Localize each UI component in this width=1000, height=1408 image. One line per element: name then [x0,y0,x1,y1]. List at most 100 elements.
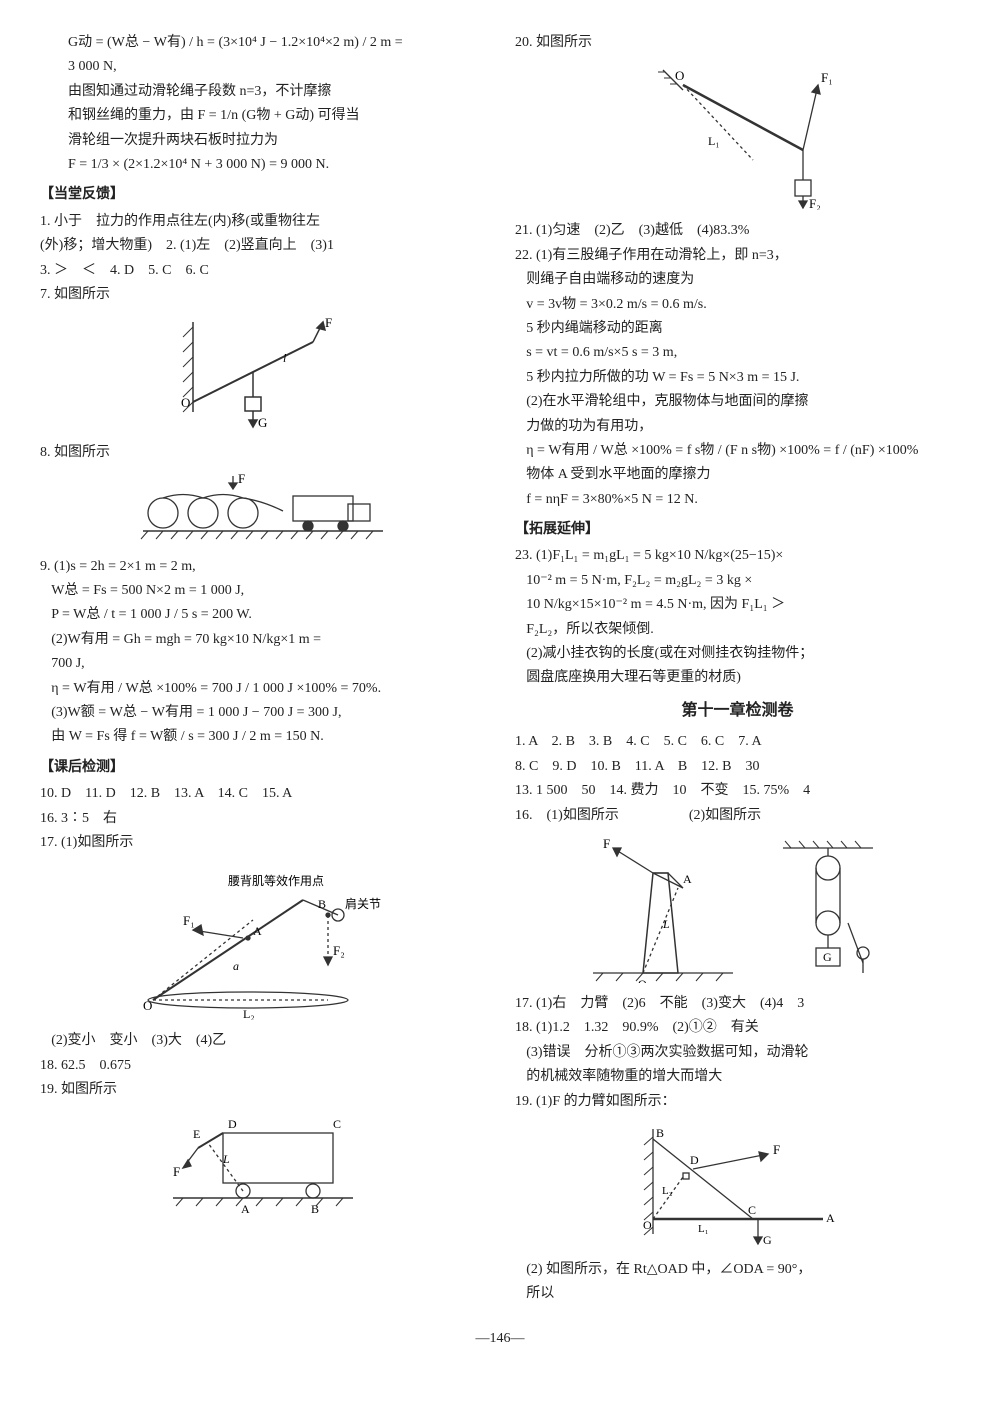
q22-line: 力做的功为有用功， [515,416,960,438]
svg-text:A: A [826,1211,835,1225]
svg-text:O: O [638,977,647,983]
svg-text:F: F [603,836,610,851]
q9-line: η = W有用 / W总 ×100% = 700 J / 1 000 J ×10… [40,678,485,700]
q22-line: 5 秒内绳端移动的距离 [515,318,960,340]
svg-text:F: F [773,1142,780,1157]
figure-16-pair: F A L O [515,833,960,983]
answer-line: 17. (1)如图所示 [40,832,485,854]
q23-line: 圆盘底座换用大理石等更重的材质) [515,667,960,689]
q23-line: 10⁻² m = 5 N·m, F₂L₂ = m₂gL₂ = 3 kg × [515,570,960,592]
q9-line: 由 W = Fs 得 f = W额 / s = 300 J / 2 m = 15… [40,726,485,748]
figure-8: F [40,471,485,546]
svg-text:O: O [675,68,684,83]
q9-line: (2)W有用 = Gh = mgh = 70 kg×10 N/kg×1 m = [40,629,485,651]
answer-line: 1. 小于 拉力的作用点往左(内)移(或重物往左 [40,211,485,233]
q17-line: 17. (1)右 力臂 (2)6 不能 (3)变大 (4)4 3 [515,993,960,1015]
q18-line: 18. (1)1.2 1.32 90.9% (2)①② 有关 [515,1017,960,1039]
answer-line: 10. D 11. D 12. B 13. A 14. C 15. A [40,783,485,805]
svg-text:A: A [683,872,692,886]
q22-line: η = W有用 / W总 ×100% = f s物 / (F n s物) ×10… [515,440,960,462]
q22-line: s = vt = 0.6 m/s×5 s = 3 m, [515,342,960,364]
q21-line: 21. (1)匀速 (2)乙 (3)越低 (4)83.3% [515,220,960,242]
svg-text:L₂: L₂ [662,1185,673,1197]
section-kehou: 【课后检测】 [40,757,485,779]
q19b-line: (2) 如图所示，在 Rt△OAD 中，∠ODA = 90°， [515,1259,960,1281]
svg-text:B: B [311,1202,319,1216]
svg-text:D: D [228,1117,237,1131]
q22-line: 则绳子自由端移动的速度为 [515,269,960,291]
svg-text:B: B [656,1126,664,1140]
svg-text:F₁: F₁ [183,913,195,928]
svg-text:D: D [690,1153,699,1167]
q22-line: 物体 A 受到水平地面的摩擦力 [515,464,960,486]
svg-text:L₂: L₂ [243,1007,255,1020]
q18-line: 18. 62.5 0.675 [40,1055,485,1077]
q19-line: 19. (1)F 的力臂如图所示： [515,1091,960,1113]
answer-line: 16. 3∶5 右 [40,808,485,830]
q9-line: (3)W额 = W总 − W有用 = 1 000 J − 700 J = 300… [40,702,485,724]
chapter-11-title: 第十一章检测卷 [515,698,960,724]
figure-20: O F₁ L₁ F₂ [515,60,960,210]
svg-text:G: G [823,950,832,964]
q9-line: 9. (1)s = 2h = 2×1 m = 2 m, [40,556,485,578]
eq-line: G动 = (W总 − W有) / h = (3×10⁴ J − 1.2×10⁴×… [68,32,485,54]
figure-7: F l O G [40,312,485,432]
q22-line: v = 3v物 = 3×0.2 m/s = 0.6 m/s. [515,294,960,316]
figure-19-left: E D C F L A B [40,1108,485,1218]
q8-label: 8. 如图所示 [40,442,485,464]
svg-text:O: O [181,395,190,410]
ch11-line: 8. C 9. D 10. B 11. A B 12. B 30 [515,756,960,778]
q9-line: 700 J, [40,653,485,675]
svg-text:C: C [333,1117,341,1131]
eq-line: F = 1/3 × (2×1.2×10⁴ N + 3 000 N) = 9 00… [68,154,485,176]
figure-17-left: 腰背肌等效作用点 肩关节 F₁ F₂ O A B a L₂ [40,860,485,1020]
q9-line: P = W总 / t = 1 000 J / 5 s = 200 W. [40,604,485,626]
figure-19-right: B D F L₂ L₁ C A O G [515,1119,960,1249]
q18-line: (3)错误 分析①③两次实验数据可知，动滑轮 [515,1042,960,1064]
svg-text:F: F [325,315,332,330]
svg-text:L: L [662,917,670,931]
svg-text:F: F [238,471,245,486]
ch11-line: 1. A 2. B 3. B 4. C 5. C 6. C 7. A [515,731,960,753]
q23-block: 23. (1)F₁L₁ = m₁gL₁ = 5 kg×10 N/kg×(25−1… [515,545,960,689]
svg-text:G: G [763,1233,772,1247]
answer-line: 3. ＞ ＜ 4. D 5. C 6. C [40,260,485,282]
eq-line: 和钢丝绳的重力，由 F = 1/n (G物 + G动) 可得当 [68,105,485,127]
q22-line: f = nηF = 3×80%×5 N = 12 N. [515,489,960,511]
q22-line: 22. (1)有三股绳子作用在动滑轮上，即 n=3， [515,245,960,267]
q9-line: W总 = Fs = 500 N×2 m = 1 000 J, [40,580,485,602]
q22-line: (2)在水平滑轮组中，克服物体与地面间的摩擦 [515,391,960,413]
svg-text:F₁: F₁ [821,70,833,85]
svg-text:L₁: L₁ [698,1223,709,1235]
answer-line: 7. 如图所示 [40,284,485,306]
page-number: —146— [40,1328,960,1350]
svg-text:L₁: L₁ [708,134,720,148]
q19c-line: 所以 [515,1283,960,1305]
svg-text:L: L [222,1152,230,1166]
svg-text:B: B [318,897,326,911]
q23-line: F₂L₂，所以衣架倾倒. [515,619,960,641]
eq-line: 由图知通过动滑轮绳子段数 n=3，不计摩擦 [68,81,485,103]
q9-block: 9. (1)s = 2h = 2×1 m = 2 m, W总 = Fs = 50… [40,556,485,749]
q23-line: 10 N/kg×15×10⁻² m = 4.5 N·m, 因为 F₁L₁ ＞ [515,594,960,616]
q20-label: 20. 如图所示 [515,32,960,54]
svg-text:A: A [253,924,262,938]
eq-line: 滑轮组一次提升两块石板时拉力为 [68,130,485,152]
svg-text:F₂: F₂ [809,196,821,210]
svg-text:腰背肌等效作用点: 腰背肌等效作用点 [228,873,324,888]
svg-text:肩关节: 肩关节 [345,896,381,911]
svg-text:O: O [643,1218,652,1232]
svg-text:F: F [173,1164,180,1179]
svg-text:O: O [143,998,152,1013]
ch11-line: 16. (1)如图所示 (2)如图所示 [515,805,960,827]
svg-text:a: a [233,959,239,973]
q23-line: 23. (1)F₁L₁ = m₁gL₁ = 5 kg×10 N/kg×(25−1… [515,545,960,567]
svg-text:l: l [283,351,287,365]
eq-block-top: G动 = (W总 − W有) / h = (3×10⁴ J − 1.2×10⁴×… [40,32,485,176]
ch11-line: 13. 1 500 50 14. 费力 10 不变 15. 75% 4 [515,780,960,802]
q19-line: 19. 如图所示 [40,1079,485,1101]
section-tuozhan: 【拓展延伸】 [515,519,960,541]
answer-line: (外)移；增大物重) 2. (1)左 (2)竖直向上 (3)1 [40,235,485,257]
svg-text:G: G [258,415,267,430]
section-dangtang: 【当堂反馈】 [40,184,485,206]
